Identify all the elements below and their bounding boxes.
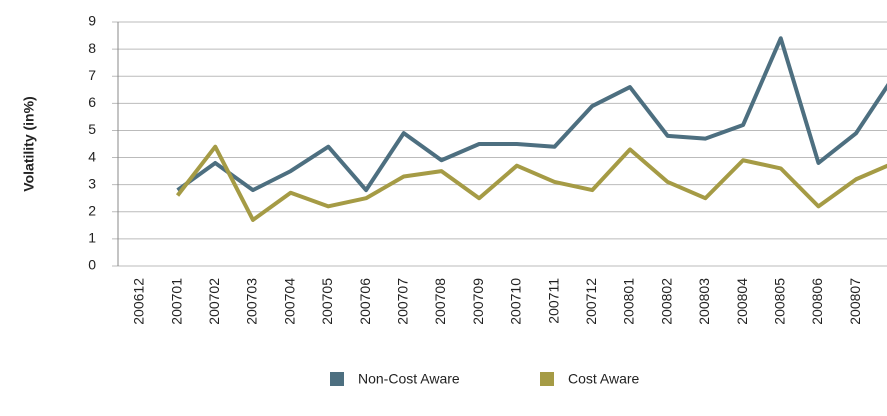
x-tick-label: 200702: [206, 278, 222, 325]
x-tick-label: 200803: [696, 278, 712, 325]
y-tick-label: 2: [88, 202, 96, 218]
x-tick-label: 200808: [885, 278, 887, 325]
x-tick-label: 200805: [771, 278, 787, 325]
legend-label: Cost Aware: [568, 371, 640, 387]
legend-swatch: [330, 372, 344, 386]
y-tick-label: 0: [88, 257, 96, 273]
x-tick-label: 200708: [432, 278, 448, 325]
x-tick-label: 200709: [470, 278, 486, 325]
y-tick-label: 4: [88, 148, 96, 164]
x-tick-label: 200802: [658, 278, 674, 325]
y-tick-label: 3: [88, 175, 96, 191]
series-line: [175, 144, 887, 222]
series-line: [176, 36, 887, 193]
x-tick-label: 200712: [583, 278, 599, 325]
x-tick-label: 200612: [131, 278, 147, 325]
x-tick-label: 200705: [319, 278, 335, 325]
legend-label: Non-Cost Aware: [358, 371, 460, 387]
x-tick-label: 200801: [621, 278, 637, 325]
y-tick-label: 8: [88, 40, 96, 56]
y-tick-label: 6: [88, 94, 96, 110]
x-tick-label: 200804: [734, 278, 750, 325]
y-tick-label: 7: [88, 67, 96, 83]
x-tick-label: 200704: [281, 278, 297, 325]
x-tick-label: 200703: [244, 278, 260, 325]
x-tick-label: 200807: [847, 278, 863, 325]
x-tick-label: 200806: [809, 278, 825, 325]
y-tick-label: 1: [88, 230, 96, 246]
x-tick-label: 200710: [508, 278, 524, 325]
y-axis-label: Volatility (in%): [21, 96, 37, 191]
y-tick-label: 9: [88, 13, 96, 29]
x-tick-label: 200711: [545, 278, 561, 324]
x-tick-label: 200701: [168, 278, 184, 325]
y-tick-label: 5: [88, 121, 96, 137]
legend-swatch: [540, 372, 554, 386]
x-tick-label: 200707: [394, 278, 410, 325]
x-tick-label: 200706: [357, 278, 373, 325]
